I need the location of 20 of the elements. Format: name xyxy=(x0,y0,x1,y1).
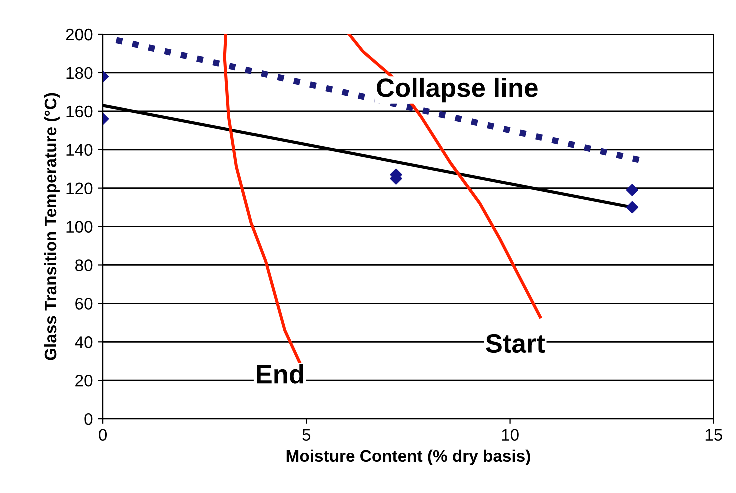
y-tick-label: 100 xyxy=(66,221,93,233)
x-axis-title: Moisture Content (% dry basis) xyxy=(286,450,530,466)
annotation: Start xyxy=(486,334,546,354)
y-tick-label: 60 xyxy=(76,298,93,310)
x-tick-label: 0 xyxy=(99,429,108,442)
y-tick-label: 40 xyxy=(75,336,93,348)
annotation: End xyxy=(257,364,304,384)
x-tick-label: 15 xyxy=(706,429,722,442)
y-tick-label: 80 xyxy=(76,260,93,272)
y-tick-label: 140 xyxy=(66,144,93,156)
y-tick-label: 200 xyxy=(66,28,93,41)
x-tick-label: 5 xyxy=(302,429,311,442)
y-axis-title: Glass Transition Temperature (°C) xyxy=(44,93,60,360)
y-tick-label: 20 xyxy=(76,374,93,387)
x-tick-label: 10 xyxy=(502,429,519,442)
y-tick-label: 160 xyxy=(66,106,93,118)
annotation: Collapse line xyxy=(377,78,538,103)
y-tick-label: 180 xyxy=(66,67,93,80)
y-tick-label: 0 xyxy=(84,413,93,426)
y-tick-label: 120 xyxy=(66,182,93,195)
